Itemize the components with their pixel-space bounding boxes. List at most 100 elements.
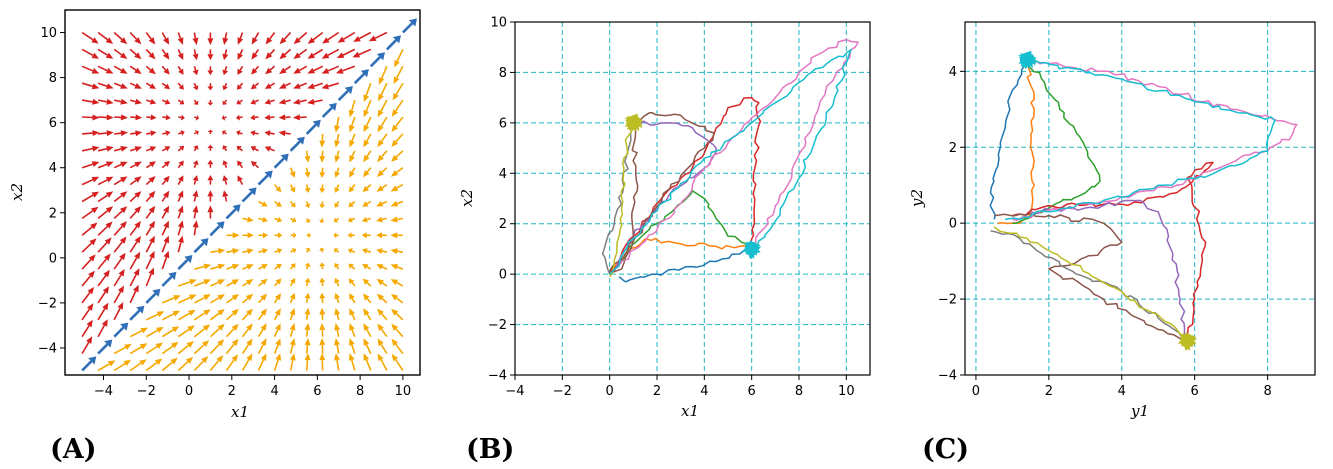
field-arrow-head [177, 190, 184, 198]
field-arrow-head [344, 86, 353, 95]
field-arrow-shaft [81, 163, 93, 169]
y-tick-label: −2 [488, 318, 507, 333]
field-arrow-shaft [257, 359, 265, 371]
field-arrow-head [319, 353, 326, 361]
field-arrow-head [91, 83, 100, 90]
trajectory-line [609, 122, 635, 278]
field-arrow-shaft [113, 307, 121, 321]
field-arrow-head [262, 216, 268, 223]
field-arrow-shaft [385, 39, 397, 51]
field-arrow-shaft [97, 147, 108, 152]
field-arrow-shaft [193, 82, 197, 87]
field-arrow-head [334, 277, 340, 284]
field-arrow-head [189, 279, 197, 285]
field-arrow-shaft [269, 48, 276, 55]
field-arrow-shaft [178, 116, 182, 119]
field-arrow-head [260, 323, 267, 331]
field-arrow-shaft [81, 65, 94, 72]
field-arrow-head [377, 338, 384, 346]
field-arrow-head [377, 109, 384, 118]
field-arrow-shaft [336, 249, 340, 253]
field-arrow-shaft [239, 180, 244, 185]
y-tick-label: 4 [49, 161, 57, 176]
field-arrow-shaft [161, 241, 167, 253]
field-arrow-head [251, 52, 258, 60]
field-arrow-head [392, 92, 399, 101]
field-arrow-shaft [327, 82, 339, 88]
field-arrow-head [105, 161, 114, 168]
field-arrow-shaft [209, 343, 220, 355]
field-arrow-head [261, 264, 268, 270]
cluster-noise [624, 113, 644, 132]
field-arrow-shaft [289, 282, 294, 287]
field-arrow-head [164, 99, 171, 105]
field-arrow-head [245, 293, 254, 301]
field-arrow-shaft [351, 150, 356, 157]
field-arrow-shaft [289, 329, 294, 337]
field-arrow-head [86, 319, 93, 328]
field-arrow-head [334, 307, 341, 316]
field-arrow-shaft [193, 66, 197, 71]
field-arrow-head [334, 155, 341, 163]
field-arrow-shaft [177, 312, 190, 321]
field-arrow-head [245, 279, 254, 286]
field-arrow-shaft [113, 48, 123, 56]
field-arrow-head [251, 37, 258, 45]
x-tick-label: 2 [1045, 384, 1053, 399]
field-arrow-shaft [380, 65, 388, 79]
field-arrow-head [275, 338, 281, 346]
field-arrow-head [188, 294, 197, 301]
field-arrow-head [262, 248, 268, 254]
field-arrow-head [200, 238, 209, 247]
field-arrow-head [363, 338, 370, 346]
field-arrow-shaft [193, 147, 197, 152]
field-arrow-head [304, 338, 311, 346]
field-arrow-shaft [336, 314, 340, 321]
field-arrow-head [307, 98, 315, 105]
field-arrow-shaft [113, 65, 122, 72]
field-arrow-shaft [366, 298, 372, 304]
field-arrow-shaft [97, 225, 109, 236]
field-arrow-head [308, 232, 311, 239]
field-arrow-head [319, 172, 326, 178]
field-arrow-head [333, 217, 339, 223]
field-arrow-head [148, 220, 155, 229]
field-arrow-shaft [129, 362, 142, 372]
field-arrow-shaft [161, 196, 167, 202]
field-arrow-shaft [366, 150, 372, 157]
field-arrow-head [328, 102, 337, 111]
field-arrow-head [264, 146, 272, 152]
field-arrow-head [319, 204, 326, 209]
field-arrow-head [163, 250, 170, 259]
field-arrow-shaft [242, 250, 248, 253]
field-arrow-shaft [365, 99, 372, 112]
field-arrow-head [207, 129, 214, 132]
cluster-noise [1178, 331, 1198, 352]
field-arrow-shaft [353, 73, 365, 85]
field-arrow-shaft [285, 99, 291, 103]
field-arrow-shaft [358, 48, 372, 56]
field-arrow-head [236, 130, 241, 136]
field-arrow-head [304, 203, 311, 208]
field-arrow-shaft [396, 183, 404, 189]
field-arrow-shaft [97, 99, 107, 103]
ticks-b: −4 −2 0 2 4 6 8 10 −4 −2 0 2 4 6 8 10 [488, 16, 855, 400]
field-arrow-head [321, 83, 329, 90]
field-arrow-head [265, 52, 273, 60]
field-arrow-head [88, 254, 96, 262]
field-arrow-head [348, 201, 354, 208]
field-arrow-shaft [145, 65, 152, 71]
field-arrow-head [222, 130, 227, 136]
field-arrow-head [163, 205, 170, 214]
field-arrow-shaft [269, 82, 276, 87]
field-arrow-shaft [397, 250, 404, 253]
field-arrow-shaft [161, 48, 167, 55]
field-arrow-head [222, 53, 229, 61]
field-arrow-shaft [381, 200, 388, 205]
field-arrow-head [163, 190, 170, 199]
field-arrow-shaft [81, 325, 90, 338]
field-arrow-head [178, 84, 184, 90]
field-arrow-head [237, 175, 243, 182]
field-arrow-head [275, 293, 281, 301]
field-arrow-shaft [129, 346, 142, 355]
